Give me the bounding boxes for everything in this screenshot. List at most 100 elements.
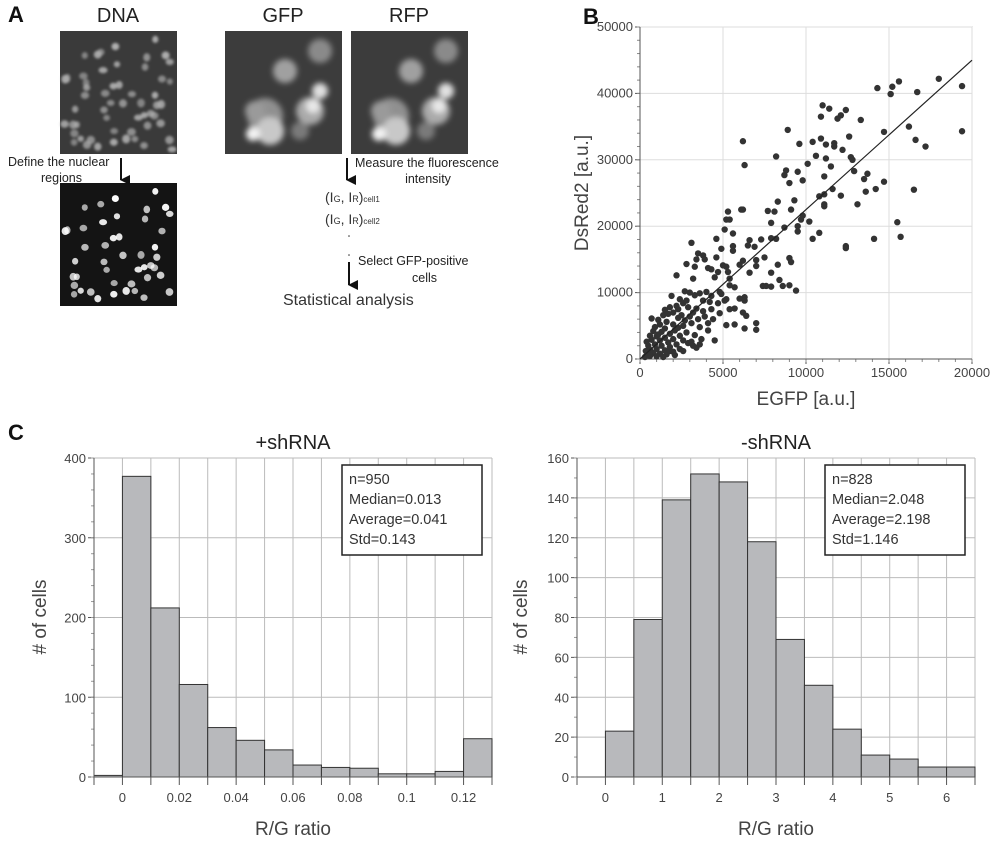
- y-tick-label: 0: [562, 770, 569, 785]
- cell: [312, 83, 328, 99]
- data-point: [781, 171, 788, 179]
- histogram-bar: [775, 638, 805, 778]
- nucleus: [134, 114, 143, 121]
- data-point: [880, 178, 888, 185]
- stats-box: [341, 464, 483, 556]
- nucleus: [71, 105, 79, 113]
- nucleus: [70, 281, 79, 290]
- y-tick-label: 300: [64, 531, 86, 546]
- nucleus: [60, 120, 69, 128]
- data-point: [713, 235, 720, 243]
- data-point: [703, 288, 710, 296]
- nucleus: [70, 291, 78, 298]
- data-point: [870, 235, 878, 243]
- nucleus: [161, 203, 170, 211]
- x-tick-label: 0: [602, 790, 609, 805]
- data-point: [812, 152, 820, 160]
- gfp-title: GFP: [262, 5, 303, 27]
- measure-text-2: intensity: [405, 172, 452, 186]
- data-point: [816, 229, 823, 237]
- nucleus: [156, 271, 165, 279]
- data-point: [781, 224, 788, 231]
- data-point: [914, 88, 921, 96]
- data-point: [723, 321, 730, 329]
- data-point: [648, 336, 655, 343]
- x-tick-label: 0.1: [398, 790, 416, 805]
- x-tick-label: 0.08: [337, 790, 362, 805]
- nucleus: [99, 219, 108, 226]
- y-tick-label: 20000: [597, 218, 633, 233]
- data-point: [837, 192, 845, 199]
- data-point: [958, 128, 966, 135]
- data-point: [845, 133, 853, 140]
- data-point: [674, 324, 682, 331]
- ellipsis-dot: [348, 235, 350, 237]
- nucleus: [81, 243, 89, 251]
- data-point: [724, 268, 732, 276]
- data-point: [704, 327, 712, 334]
- data-point: [739, 206, 747, 213]
- histogram-bar: [946, 766, 976, 778]
- data-point: [880, 128, 888, 136]
- data-point: [774, 198, 781, 205]
- select-text-1: Select GFP-positive: [358, 254, 469, 268]
- stats-line: Std=0.143: [349, 532, 416, 548]
- histogram-bar: [264, 749, 294, 778]
- dna-image: [60, 31, 177, 154]
- nucleus: [109, 234, 117, 242]
- data-point: [674, 306, 682, 313]
- data-point: [670, 321, 677, 328]
- data-point: [862, 188, 869, 195]
- data-point: [817, 113, 825, 120]
- data-point: [819, 102, 826, 109]
- data-point: [718, 245, 725, 252]
- data-point: [767, 283, 775, 290]
- ellipsis-dot: [348, 254, 350, 256]
- nucleus: [143, 53, 151, 62]
- data-point: [666, 304, 674, 311]
- nucleus: [80, 91, 90, 99]
- cell: [417, 122, 435, 140]
- nucleus: [151, 243, 159, 251]
- cell: [273, 59, 297, 83]
- histogram-bar: [235, 739, 266, 778]
- data-point: [776, 276, 783, 284]
- data-point: [791, 197, 798, 204]
- y-tick-label: 100: [64, 690, 86, 705]
- data-point: [673, 341, 680, 348]
- data-point: [681, 288, 689, 295]
- data-point: [648, 315, 655, 322]
- nuclear-mask-image: [60, 183, 177, 306]
- nucleus: [141, 215, 149, 223]
- nucleus: [70, 129, 79, 138]
- nucleus: [93, 50, 102, 59]
- nucleus: [103, 266, 110, 273]
- hist2-y-label: # of cells: [511, 580, 532, 655]
- nucleus: [111, 42, 120, 51]
- data-point: [753, 326, 760, 333]
- y-tick-label: 40000: [597, 85, 633, 100]
- data-point: [743, 312, 750, 320]
- data-point: [897, 233, 904, 241]
- data-point: [827, 163, 835, 170]
- nucleus: [110, 128, 119, 135]
- data-point: [729, 247, 737, 254]
- hist1-y-label: # of cells: [30, 580, 51, 655]
- data-point: [887, 90, 894, 98]
- data-point: [713, 254, 720, 261]
- nucleus: [127, 280, 136, 288]
- y-tick-label: 50000: [597, 19, 633, 34]
- nucleus: [141, 63, 149, 71]
- rfp-title: RFP: [389, 5, 429, 27]
- nucleus: [81, 52, 88, 59]
- data-point: [786, 179, 793, 187]
- data-point: [850, 167, 858, 175]
- nucleus: [165, 288, 174, 296]
- data-point: [809, 235, 816, 243]
- data-point: [741, 297, 748, 304]
- nucleus: [118, 99, 127, 108]
- image-background: [60, 183, 177, 306]
- data-point: [849, 156, 856, 163]
- x-tick-label: 15000: [871, 365, 907, 380]
- data-point: [744, 242, 752, 249]
